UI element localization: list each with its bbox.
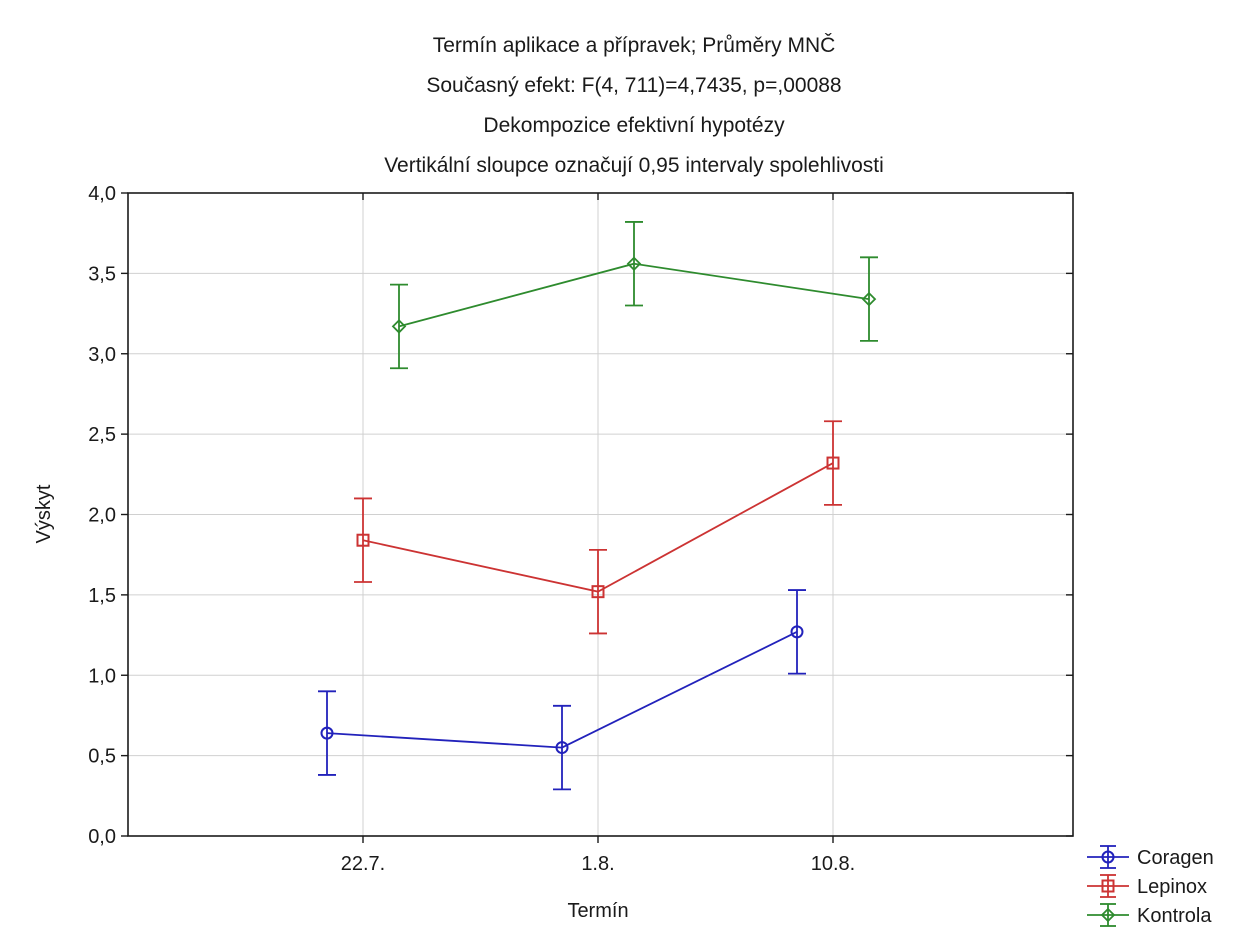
legend-item-lepinox: Lepinox bbox=[1087, 874, 1207, 898]
data-point bbox=[320, 726, 334, 740]
title-line-4: Vertikální sloupce označují 0,95 interva… bbox=[384, 154, 884, 177]
y-tick-label: 2,5 bbox=[88, 424, 116, 446]
y-tick-label: 4,0 bbox=[88, 183, 116, 205]
y-tick-label: 1,0 bbox=[88, 665, 116, 687]
gridlines bbox=[128, 193, 1073, 836]
y-tick-label: 0,0 bbox=[88, 826, 116, 848]
legend-label: Kontrola bbox=[1137, 905, 1212, 927]
title-line-2: Současný efekt: F(4, 711)=4,7435, p=,000… bbox=[426, 74, 841, 97]
legend-item-kontrola: Kontrola bbox=[1087, 903, 1212, 927]
y-tick-label: 3,0 bbox=[88, 344, 116, 366]
data-point bbox=[591, 585, 605, 599]
x-axis: 22.7. 1.8. 10.8. bbox=[341, 193, 855, 875]
x-tick-label: 10.8. bbox=[811, 853, 855, 875]
data-point bbox=[356, 533, 370, 547]
data-point bbox=[790, 625, 804, 639]
legend-item-coragen: Coragen bbox=[1087, 845, 1214, 869]
y-tick-label: 2,0 bbox=[88, 505, 116, 527]
plot-frame bbox=[127, 192, 1074, 837]
y-tick-label: 0,5 bbox=[88, 746, 116, 768]
legend-marker bbox=[1100, 907, 1116, 923]
title-line-3: Dekompozice efektivní hypotézy bbox=[483, 114, 785, 137]
series-kontrola bbox=[390, 221, 878, 370]
x-axis-label: Termín bbox=[567, 900, 628, 922]
data-point bbox=[861, 291, 877, 307]
legend-box bbox=[1079, 838, 1244, 932]
x-tick-label: 22.7. bbox=[341, 853, 385, 875]
legend-marker bbox=[1101, 850, 1115, 864]
chart-title: Termín aplikace a přípravek; Průměry MNČ… bbox=[384, 34, 884, 177]
data-point bbox=[391, 319, 407, 334]
x-tick-label: 1.8. bbox=[581, 853, 614, 875]
data-point bbox=[626, 256, 642, 272]
data-point bbox=[826, 456, 840, 470]
series-coragen bbox=[318, 589, 806, 791]
y-axis: 0,0 0,5 1,0 1,5 2,0 2,5 3,0 3,5 4,0 bbox=[88, 183, 1073, 848]
legend-label: Coragen bbox=[1137, 847, 1214, 869]
series-layer bbox=[318, 221, 878, 791]
data-point bbox=[555, 741, 569, 755]
legend-marker bbox=[1101, 879, 1115, 893]
series-lepinox bbox=[354, 420, 842, 635]
legend-label: Lepinox bbox=[1137, 876, 1207, 898]
title-line-1: Termín aplikace a přípravek; Průměry MNČ bbox=[433, 34, 836, 57]
y-tick-label: 1,5 bbox=[88, 585, 116, 607]
legend: Coragen Lepinox Kontrola bbox=[1079, 838, 1244, 932]
y-tick-label: 3,5 bbox=[88, 263, 116, 285]
y-axis-label: Výskyt bbox=[33, 484, 55, 543]
